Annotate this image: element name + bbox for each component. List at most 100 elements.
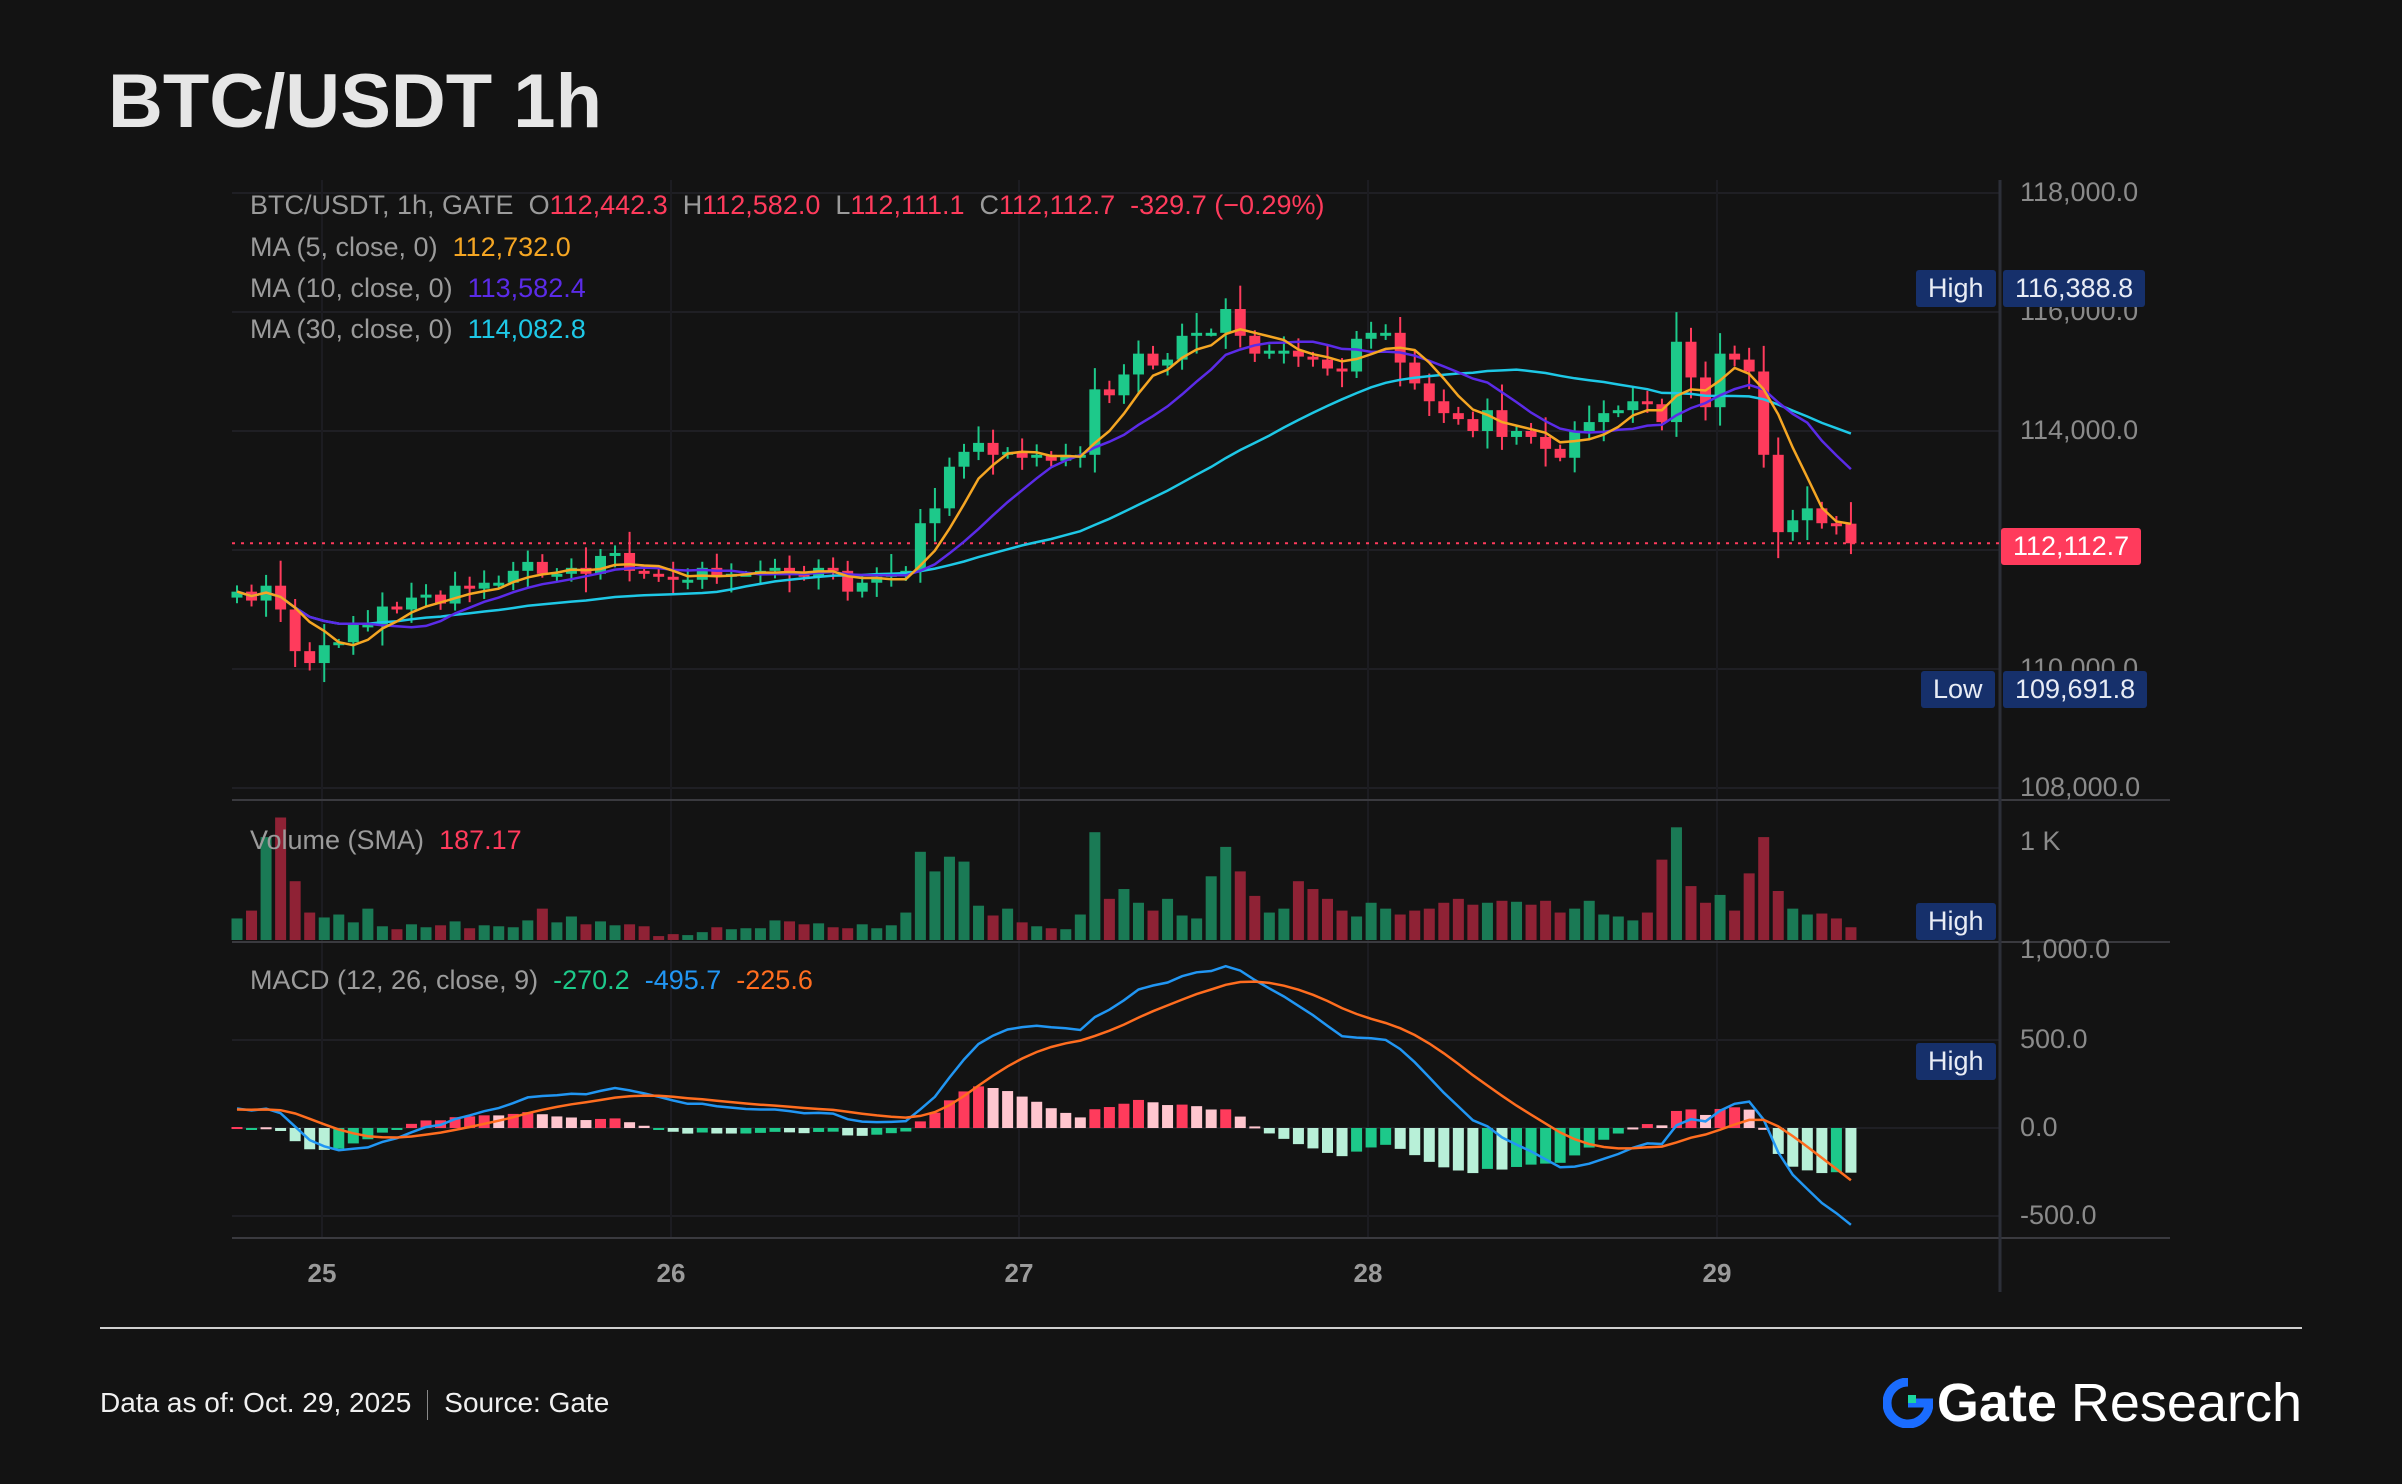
high-value: 112,582.0	[702, 190, 821, 220]
macd-hist-bar	[551, 1116, 563, 1128]
volume-legend: Volume (SMA) 187.17	[250, 825, 522, 856]
macd-hist-bar	[1336, 1128, 1348, 1157]
volume-bar	[260, 837, 272, 940]
volume-bar	[318, 917, 330, 940]
candle-body	[405, 597, 417, 610]
gate-logo-icon	[1882, 1378, 1933, 1428]
last-price-tag: 112,112.7	[2001, 528, 2142, 565]
volume-bar	[973, 905, 985, 940]
macd-hist-bar	[1132, 1099, 1144, 1128]
macd-hist-bar	[362, 1128, 374, 1140]
volume-bar	[958, 861, 970, 940]
volume-bar	[653, 936, 665, 940]
macd-hist-bar	[1467, 1128, 1479, 1174]
candle-body	[653, 573, 665, 577]
volume-bar	[1452, 898, 1464, 940]
candle-body	[391, 606, 403, 610]
open-label: O	[528, 190, 550, 220]
volume-bar	[1132, 902, 1144, 940]
ma10-label: MA (10, close, 0)	[250, 273, 453, 303]
candle-body	[1176, 335, 1188, 360]
macd-hist-bar	[522, 1112, 534, 1128]
volume-bar	[1394, 914, 1406, 940]
macd-hist-bar	[1351, 1128, 1363, 1152]
volume-bar	[827, 927, 839, 940]
volume-bar	[1423, 908, 1435, 940]
candle-body	[1016, 451, 1028, 458]
candle-body	[943, 466, 955, 509]
candle-body	[1656, 404, 1668, 423]
volume-bar	[1714, 894, 1726, 940]
macd-hist-bar	[827, 1128, 839, 1132]
macd-label: MACD (12, 26, close, 9)	[250, 965, 539, 995]
volume-bar	[1365, 902, 1377, 940]
volume-bar	[1351, 916, 1363, 940]
macd-hist-bar	[1612, 1128, 1624, 1134]
candle-body	[1452, 413, 1464, 420]
macd-hist-bar	[1729, 1107, 1741, 1128]
macd-hist-bar	[1772, 1128, 1784, 1154]
price-tick: 114,000.0	[2020, 415, 2139, 445]
ma30-line	[236, 368, 1852, 626]
macd-hist-bar	[376, 1128, 388, 1133]
macd-hist-bar	[1481, 1128, 1493, 1169]
macd-hist-bar	[1263, 1128, 1275, 1134]
volume-bar	[493, 926, 505, 940]
volume-bar	[1278, 908, 1290, 940]
macd-hist-bar	[260, 1127, 272, 1130]
macd-high-tag: High	[1916, 1043, 1996, 1080]
macd-hist-bar	[1307, 1128, 1319, 1149]
candle-body	[522, 561, 534, 571]
macd-tick: 0.0	[2020, 1112, 2058, 1142]
volume-bar	[1467, 904, 1479, 940]
candle-body	[1612, 410, 1624, 414]
volume-bar	[1801, 914, 1813, 940]
volume-value: 187.17	[439, 825, 522, 855]
candle-body	[231, 591, 243, 598]
volume-label: Volume (SMA)	[250, 825, 425, 855]
candle-body	[1743, 359, 1755, 372]
macd-hist-bar	[1118, 1103, 1130, 1128]
volume-bar	[464, 928, 476, 940]
candle-body	[1365, 332, 1377, 339]
candle-body	[362, 624, 374, 628]
macd-hist-bar	[1031, 1101, 1043, 1128]
volume-tick: 1 K	[2020, 826, 2061, 856]
candle-body	[1132, 353, 1144, 375]
macd-hist-bar	[1554, 1128, 1566, 1163]
macd-hist-bar	[1074, 1117, 1086, 1128]
candle-body	[1772, 454, 1784, 533]
candle-body	[304, 651, 316, 664]
macd-hist-bar	[1452, 1128, 1464, 1171]
x-tick: 29	[1702, 1258, 1732, 1288]
macd-hist-bar	[347, 1128, 359, 1144]
volume-bar	[1772, 891, 1784, 940]
volume-bar	[1816, 913, 1828, 940]
volume-bar	[1031, 926, 1043, 940]
volume-bar	[1569, 908, 1581, 940]
high-tag-label: High	[1916, 270, 1996, 307]
candle-body	[478, 582, 490, 589]
candle-body	[507, 570, 519, 583]
candle-body	[1641, 401, 1653, 405]
footer-divider	[100, 1327, 2302, 1329]
candle-body	[609, 552, 621, 556]
volume-bar	[696, 932, 708, 940]
macd-hist-bar	[653, 1128, 665, 1130]
volume-bar	[1540, 900, 1552, 940]
volume-bar	[871, 928, 883, 940]
candle-body	[1322, 359, 1333, 369]
volume-bar	[551, 922, 563, 940]
candle-body	[493, 582, 505, 586]
macd-hist-bar	[464, 1116, 476, 1128]
macd-hist-bar	[1423, 1128, 1435, 1162]
candle-body	[1801, 508, 1813, 521]
source-label: Source: Gate	[444, 1387, 610, 1418]
macd-hist-bar	[900, 1128, 912, 1132]
macd-hist-bar	[1714, 1108, 1726, 1128]
candle-body	[1540, 436, 1552, 449]
volume-bar	[1089, 832, 1101, 940]
volume-bar	[1438, 902, 1450, 940]
macd-hist-bar	[507, 1113, 519, 1128]
